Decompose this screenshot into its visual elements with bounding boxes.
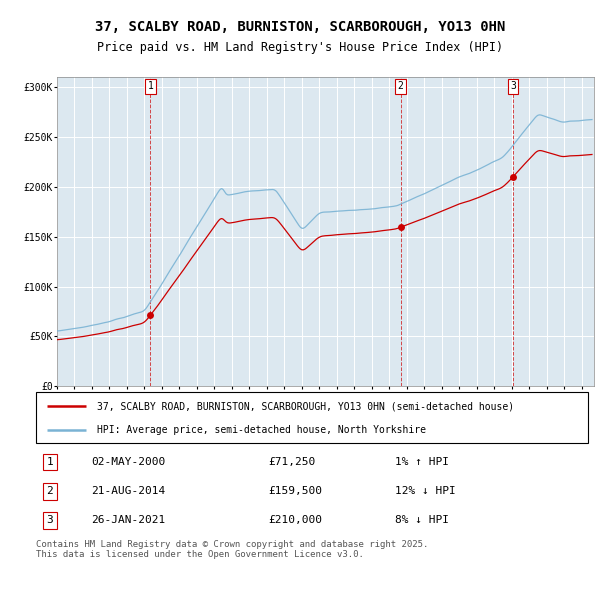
FancyBboxPatch shape [36,392,588,442]
Text: 2: 2 [398,81,403,91]
Text: 3: 3 [46,516,53,526]
Text: 21-AUG-2014: 21-AUG-2014 [91,486,166,496]
Text: HPI: Average price, semi-detached house, North Yorkshire: HPI: Average price, semi-detached house,… [97,425,426,435]
Text: 12% ↓ HPI: 12% ↓ HPI [395,486,455,496]
Text: 1: 1 [148,81,154,91]
Text: Contains HM Land Registry data © Crown copyright and database right 2025.
This d: Contains HM Land Registry data © Crown c… [36,540,428,559]
Text: £159,500: £159,500 [268,486,322,496]
Text: 3: 3 [510,81,516,91]
Text: £71,250: £71,250 [268,457,315,467]
Text: 37, SCALBY ROAD, BURNISTON, SCARBOROUGH, YO13 0HN: 37, SCALBY ROAD, BURNISTON, SCARBOROUGH,… [95,19,505,34]
Text: £210,000: £210,000 [268,516,322,526]
Text: 26-JAN-2021: 26-JAN-2021 [91,516,166,526]
Text: Price paid vs. HM Land Registry's House Price Index (HPI): Price paid vs. HM Land Registry's House … [97,41,503,54]
Text: 2: 2 [46,486,53,496]
Text: 37, SCALBY ROAD, BURNISTON, SCARBOROUGH, YO13 0HN (semi-detached house): 37, SCALBY ROAD, BURNISTON, SCARBOROUGH,… [97,401,514,411]
Text: 02-MAY-2000: 02-MAY-2000 [91,457,166,467]
Text: 1: 1 [46,457,53,467]
Text: 1% ↑ HPI: 1% ↑ HPI [395,457,449,467]
Text: 8% ↓ HPI: 8% ↓ HPI [395,516,449,526]
